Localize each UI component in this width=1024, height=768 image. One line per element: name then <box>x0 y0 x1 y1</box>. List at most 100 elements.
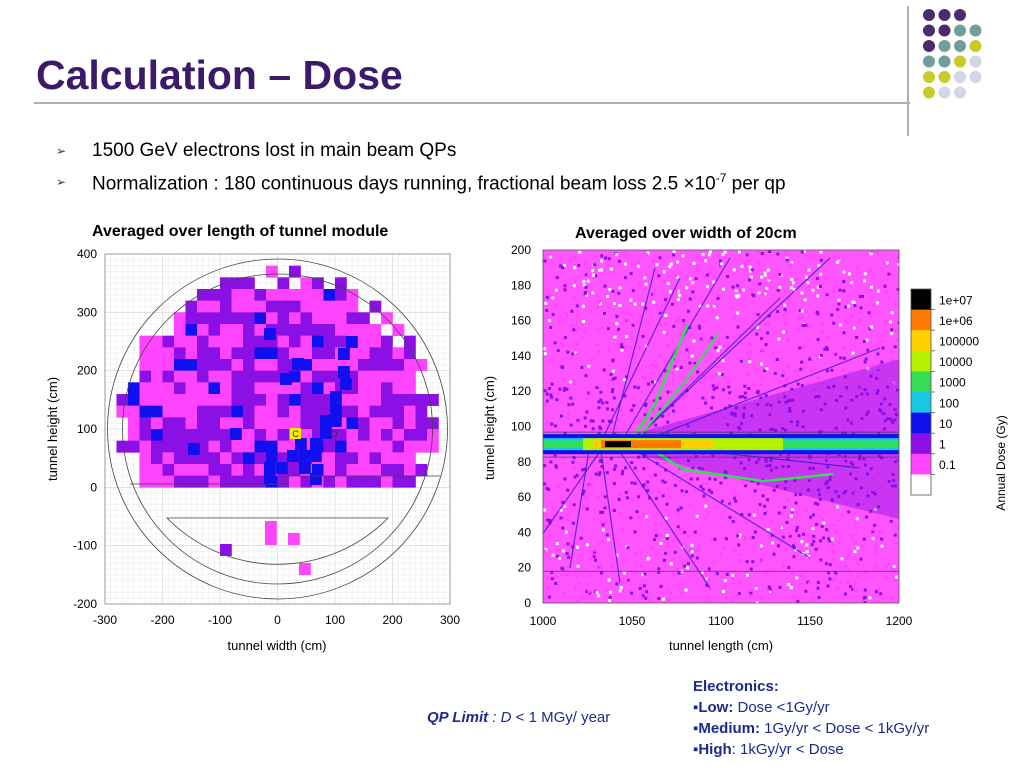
dose-cell <box>709 600 713 603</box>
dose-cell <box>859 384 863 388</box>
dose-cell <box>586 274 590 278</box>
dose-cell <box>855 267 859 271</box>
dose-cell <box>197 417 209 430</box>
dose-cell <box>346 452 359 465</box>
dose-cell <box>629 298 633 302</box>
dose-cell <box>602 311 606 315</box>
dose-cell <box>888 320 892 324</box>
dose-cell <box>128 394 140 406</box>
dose-cell <box>323 347 336 360</box>
y-tick-label: -100 <box>73 539 97 553</box>
dose-cell <box>759 362 763 366</box>
dose-cell <box>627 354 631 358</box>
dose-cell <box>718 372 722 376</box>
dose-cell <box>558 314 562 318</box>
dose-cell <box>611 377 615 381</box>
dose-cell <box>618 589 622 593</box>
dose-cell <box>574 279 578 283</box>
dose-cell <box>254 335 267 348</box>
dose-cell <box>635 551 639 555</box>
dose-cell <box>672 539 676 543</box>
dose-cell <box>745 478 749 482</box>
dose-cell <box>897 321 899 325</box>
dose-cell <box>722 287 726 291</box>
dose-cell <box>404 359 416 371</box>
dose-cell <box>633 530 637 534</box>
x-tick-label: 200 <box>382 613 402 627</box>
dose-cell <box>883 397 887 401</box>
dose-cell <box>672 573 676 577</box>
dose-cell <box>701 372 705 376</box>
dose-cell <box>844 564 848 568</box>
dose-cell <box>197 324 209 336</box>
dose-cell <box>883 419 887 423</box>
dose-cell <box>565 387 569 391</box>
dose-cell <box>683 564 687 568</box>
dose-cell <box>759 337 763 341</box>
dose-cell <box>691 290 695 294</box>
dose-cell <box>597 406 601 410</box>
dose-cell <box>381 312 393 325</box>
dose-cell <box>783 303 787 307</box>
dose-cell <box>624 346 628 350</box>
dose-cell <box>764 323 768 327</box>
dose-cell <box>822 521 826 525</box>
dose-cell <box>624 490 628 494</box>
dose-cell <box>638 587 642 591</box>
dose-cell <box>561 365 565 369</box>
dose-cell <box>772 403 776 407</box>
dose-cell <box>369 429 382 441</box>
dose-cell <box>139 440 152 453</box>
dose-cell <box>607 306 611 310</box>
x-axis-label: tunnel length (cm) <box>669 638 773 653</box>
dose-cell <box>789 586 793 590</box>
dose-cell <box>139 405 152 418</box>
dose-cell <box>300 429 313 441</box>
dose-cell <box>738 533 742 537</box>
dose-cell <box>760 558 764 562</box>
dose-cell <box>878 362 882 366</box>
dose-cell <box>601 419 605 423</box>
dose-cell <box>666 282 670 286</box>
dose-cell <box>220 464 232 476</box>
green-track <box>631 323 690 439</box>
dose-cell <box>713 537 717 541</box>
x-tick-label: 100 <box>325 613 345 627</box>
dose-cell <box>300 382 313 395</box>
accent-dot <box>923 40 935 52</box>
dose-cell <box>863 272 867 276</box>
dose-cell <box>747 513 751 517</box>
dose-cell <box>312 300 324 313</box>
dose-cell <box>573 296 577 300</box>
dose-cell <box>197 335 209 348</box>
dose-cell <box>185 370 198 383</box>
accent-dot <box>923 24 935 37</box>
dose-cell <box>727 499 731 503</box>
dose-cell <box>805 543 809 547</box>
dose-cell <box>696 255 700 259</box>
dose-cell <box>757 250 761 254</box>
dose-cell <box>243 382 255 395</box>
dose-cell <box>744 520 748 524</box>
dose-cell <box>295 438 307 450</box>
dose-cell <box>427 429 439 441</box>
dose-cell <box>765 509 769 513</box>
dose-cell <box>891 273 895 277</box>
dose-cell <box>790 261 794 265</box>
dose-cell <box>299 450 311 462</box>
dose-cell <box>718 259 722 263</box>
dose-cell <box>663 300 667 304</box>
dose-cell <box>808 355 812 359</box>
dose-cell <box>789 263 793 267</box>
dose-cell <box>404 464 416 476</box>
dose-cell <box>576 600 580 603</box>
electronics-item-text: Dose <1Gy/yr <box>733 699 830 716</box>
dose-cell <box>727 501 731 505</box>
dose-cell <box>803 404 807 408</box>
dose-cell <box>139 475 152 488</box>
x-tick-label: 1050 <box>619 614 646 628</box>
dose-cell <box>891 421 895 425</box>
bullet-item: ➢ 1500 GeV electrons lost in main beam Q… <box>56 140 786 171</box>
y-tick-label: 100 <box>77 422 97 436</box>
dose-cell <box>600 465 604 469</box>
